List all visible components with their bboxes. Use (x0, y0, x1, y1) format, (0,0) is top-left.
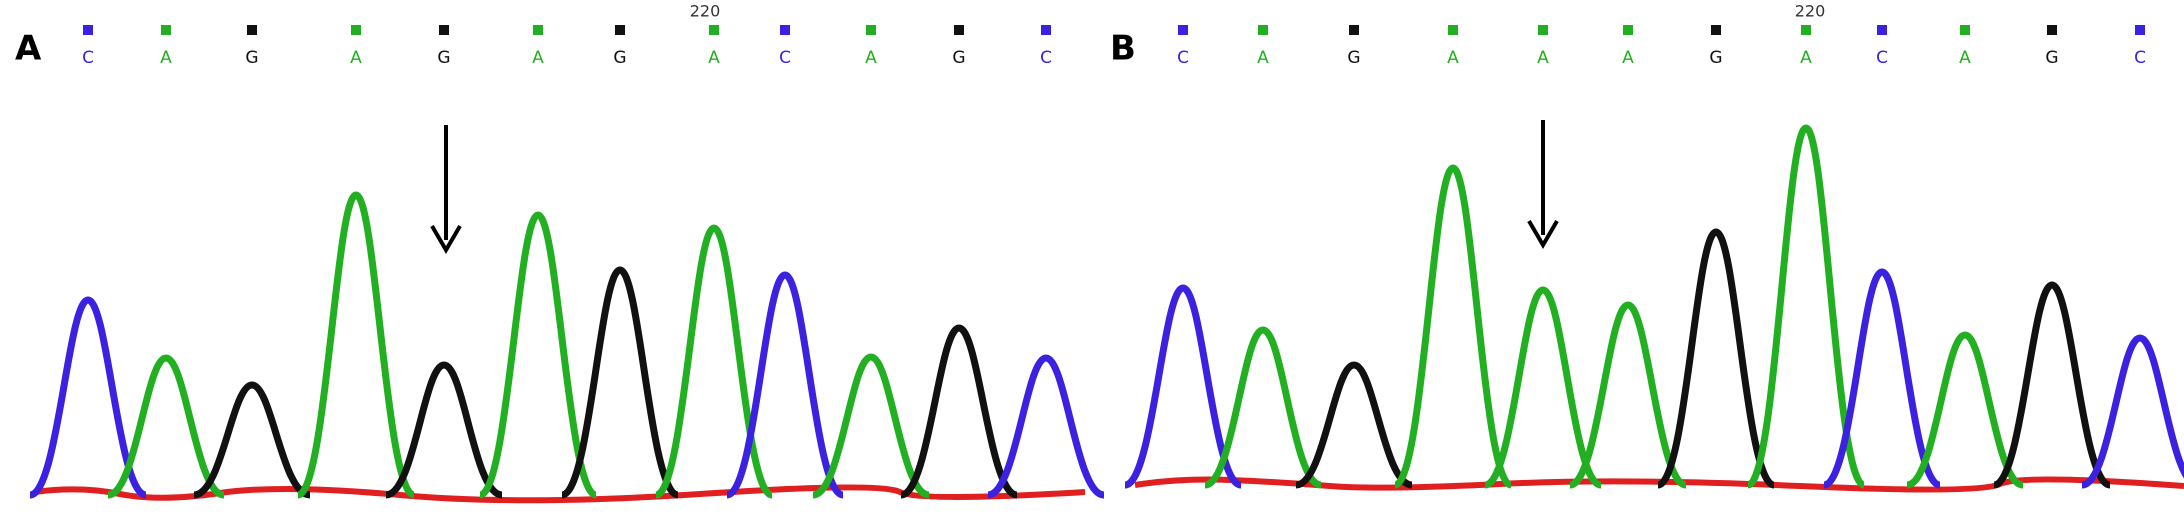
base-marker (1623, 25, 1633, 35)
base-marker (1448, 25, 1458, 35)
base-call: G (1709, 48, 1722, 68)
peak (1568, 301, 1688, 489)
peak (106, 354, 226, 499)
base-call: C (1177, 48, 1189, 68)
base-call: A (708, 48, 720, 68)
base-marker (1711, 25, 1721, 35)
base-marker (1538, 25, 1548, 35)
peak (899, 324, 1019, 499)
peak (1992, 281, 2112, 489)
peak (1203, 326, 1323, 489)
base-marker (83, 25, 93, 35)
base-marker (351, 25, 361, 35)
base-call: A (865, 48, 877, 68)
base-marker (247, 25, 257, 35)
base-marker (1877, 25, 1887, 35)
plot-area-b (1130, 70, 2184, 500)
peak (1905, 331, 2025, 489)
peak (478, 211, 598, 499)
peak (986, 354, 1106, 499)
base-marker (1801, 25, 1811, 35)
base-marker (780, 25, 790, 35)
base-marker (1960, 25, 1970, 35)
base-marker (161, 25, 171, 35)
base-call: A (1537, 48, 1549, 68)
base-call: C (779, 48, 791, 68)
base-marker (709, 25, 719, 35)
position-label: 220 (1795, 2, 1826, 21)
base-call: A (1622, 48, 1634, 68)
arrow-head (430, 224, 462, 254)
peak (1483, 286, 1603, 489)
peak (193, 381, 311, 499)
peak (1294, 361, 1414, 489)
base-call: G (1347, 48, 1360, 68)
base-call: C (82, 48, 94, 68)
peak (725, 271, 845, 499)
base-marker (1041, 25, 1051, 35)
base-call: G (2045, 48, 2058, 68)
peak (1746, 124, 1866, 489)
base-call: C (1040, 48, 1052, 68)
plot-area-a (30, 70, 1088, 502)
base-call: G (613, 48, 626, 68)
base-call: A (350, 48, 362, 68)
base-call: C (2134, 48, 2146, 68)
base-marker (954, 25, 964, 35)
base-call: A (532, 48, 544, 68)
base-marker (533, 25, 543, 35)
peak (811, 353, 931, 499)
base-call: G (952, 48, 965, 68)
base-marker (866, 25, 876, 35)
base-call: C (1876, 48, 1888, 68)
base-call: G (437, 48, 450, 68)
base-call: A (1800, 48, 1812, 68)
peak (1822, 268, 1942, 489)
peak (2080, 334, 2184, 489)
panel-label: B (1110, 29, 1136, 69)
panel-label: A (15, 29, 42, 69)
arrow-head (1527, 219, 1559, 249)
position-label: 220 (690, 2, 721, 21)
peak (1656, 228, 1776, 489)
peak (1123, 284, 1243, 489)
peak (28, 296, 148, 499)
peak (560, 266, 680, 499)
noise-trace (34, 484, 1086, 504)
base-marker (439, 25, 449, 35)
base-call: A (1257, 48, 1269, 68)
base-marker (1178, 25, 1188, 35)
base-call: A (1959, 48, 1971, 68)
peak (384, 361, 504, 499)
peak (1393, 164, 1513, 489)
base-call: A (1447, 48, 1459, 68)
base-marker (615, 25, 625, 35)
base-marker (1258, 25, 1268, 35)
base-marker (2047, 25, 2057, 35)
peak (296, 191, 416, 499)
base-call: A (160, 48, 172, 68)
base-call: G (245, 48, 258, 68)
base-marker (2135, 25, 2145, 35)
base-marker (1349, 25, 1359, 35)
